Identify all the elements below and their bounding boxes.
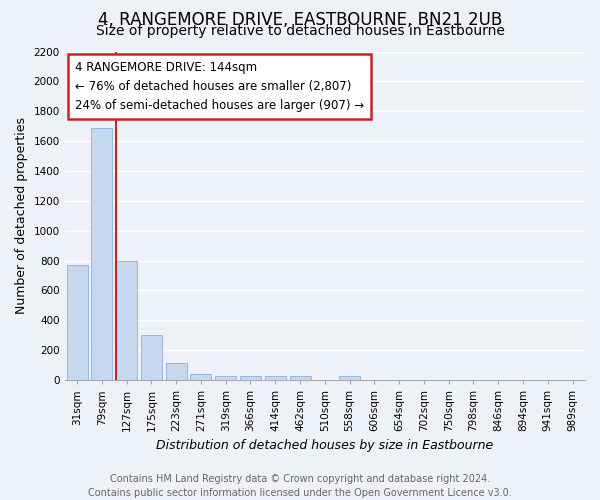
Bar (290, 376, 311, 380)
Text: Contains HM Land Registry data © Crown copyright and database right 2024.
Contai: Contains HM Land Registry data © Crown c… (88, 474, 512, 498)
Bar (91, 128, 112, 380)
Bar (190, 374, 211, 380)
Bar (240, 376, 261, 380)
Text: 4 RANGEMORE DRIVE: 144sqm
← 76% of detached houses are smaller (2,807)
24% of se: 4 RANGEMORE DRIVE: 144sqm ← 76% of detac… (75, 62, 364, 112)
Bar (215, 376, 236, 380)
Bar (116, 260, 137, 380)
Bar (67, 265, 88, 380)
Text: Size of property relative to detached houses in Eastbourne: Size of property relative to detached ho… (95, 24, 505, 38)
Bar (166, 363, 187, 380)
Text: 4, RANGEMORE DRIVE, EASTBOURNE, BN21 2UB: 4, RANGEMORE DRIVE, EASTBOURNE, BN21 2UB (98, 11, 502, 29)
Bar (141, 335, 162, 380)
Bar (339, 376, 360, 380)
Bar (265, 376, 286, 380)
Y-axis label: Number of detached properties: Number of detached properties (15, 118, 28, 314)
X-axis label: Distribution of detached houses by size in Eastbourne: Distribution of detached houses by size … (156, 440, 493, 452)
